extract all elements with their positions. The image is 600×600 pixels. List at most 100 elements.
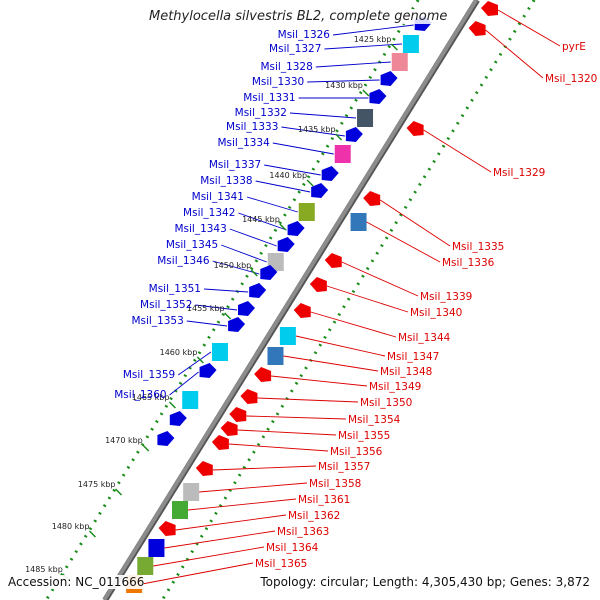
reverse-gene-label[interactable]: Msil_1320 <box>545 73 597 85</box>
reverse-gene-label[interactable]: Msil_1336 <box>442 257 495 269</box>
reverse-gene-label[interactable]: Msil_1355 <box>338 430 390 442</box>
forward-gene-block[interactable] <box>357 109 374 127</box>
reverse-gene-label[interactable]: Msil_1365 <box>255 558 307 570</box>
reverse-gene-arrow[interactable] <box>406 121 424 136</box>
forward-gene-label[interactable]: Msil_1333 <box>226 121 278 133</box>
forward-gene-label[interactable]: Msil_1332 <box>235 107 287 119</box>
reverse-gene-arrow[interactable] <box>309 277 327 292</box>
forward-gene-label[interactable]: Msil_1345 <box>166 239 218 251</box>
reverse-gene-label[interactable]: Msil_1349 <box>369 381 421 393</box>
forward-gene-arrow[interactable] <box>228 317 246 332</box>
genes-label: Genes: <box>509 575 552 589</box>
forward-gene-label[interactable]: Msil_1331 <box>243 92 295 104</box>
reverse-gene-label[interactable]: Msil_1362 <box>288 510 340 522</box>
reverse-leader-line <box>237 429 337 436</box>
forward-gene-arrow[interactable] <box>369 89 387 104</box>
forward-gene-label[interactable]: Msil_1338 <box>200 175 252 187</box>
tick-label: 1450 kbp <box>214 261 252 270</box>
reverse-gene-arrow[interactable] <box>481 1 498 16</box>
reverse-gene-label[interactable]: Msil_1340 <box>410 307 462 319</box>
forward-gene-arrow[interactable] <box>277 237 295 252</box>
reverse-gene-label[interactable]: Msil_1350 <box>360 397 412 409</box>
forward-gene-arrow[interactable] <box>249 283 267 298</box>
forward-gene-arrow[interactable] <box>169 411 187 426</box>
reverse-gene-label[interactable]: Msil_1344 <box>398 332 451 344</box>
forward-gene-arrow[interactable] <box>380 71 398 86</box>
reverse-gene-arrow[interactable] <box>229 407 247 422</box>
reverse-leader-line <box>379 199 451 247</box>
reverse-gene-block[interactable] <box>350 213 367 231</box>
reverse-gene-arrow[interactable] <box>363 191 381 206</box>
tick-mark <box>88 530 96 538</box>
tick-mark <box>250 269 258 277</box>
forward-gene-block[interactable] <box>334 145 351 163</box>
forward-gene-label[interactable]: Msil_1326 <box>278 29 331 41</box>
forward-gene-label[interactable]: Msil_1353 <box>131 315 183 327</box>
reverse-gene-label[interactable]: Msil_1363 <box>277 526 329 538</box>
reverse-gene-label[interactable]: Msil_1329 <box>493 167 545 179</box>
forward-gene-block[interactable] <box>182 391 199 409</box>
reverse-gene-label[interactable]: Msil_1364 <box>266 542 319 554</box>
forward-gene-label[interactable]: Msil_1360 <box>114 389 166 401</box>
reverse-gene-label[interactable]: Msil_1339 <box>420 291 472 303</box>
tick-mark <box>279 223 287 231</box>
forward-gene-arrow[interactable] <box>287 221 305 236</box>
reverse-gene-label[interactable]: Msil_1335 <box>452 241 504 253</box>
reverse-gene-label[interactable]: Msil_1357 <box>318 461 370 473</box>
reverse-gene-arrow[interactable] <box>324 253 342 268</box>
reverse-gene-block[interactable] <box>148 539 165 557</box>
forward-gene-block[interactable] <box>298 203 315 221</box>
reverse-gene-block[interactable] <box>267 347 284 365</box>
reverse-gene-label[interactable]: Msil_1347 <box>387 351 439 363</box>
reverse-gene-arrow[interactable] <box>468 21 486 36</box>
forward-gene-label[interactable]: Msil_1346 <box>157 255 210 267</box>
reverse-gene-arrow[interactable] <box>240 389 258 404</box>
forward-gene-arrow[interactable] <box>238 301 255 316</box>
forward-gene-block[interactable] <box>391 53 408 71</box>
reverse-gene-label[interactable]: pyrE <box>562 41 586 53</box>
forward-leader-line <box>186 320 228 327</box>
length-label: Length: <box>372 575 419 589</box>
forward-gene-arrow[interactable] <box>157 431 175 446</box>
forward-gene-label[interactable]: Msil_1352 <box>140 299 192 311</box>
tick-mark <box>362 89 370 97</box>
forward-gene-arrow[interactable] <box>321 166 339 181</box>
reverse-gene-label[interactable]: Msil_1348 <box>380 366 432 378</box>
forward-gene-label[interactable]: Msil_1351 <box>149 283 201 295</box>
reverse-gene-block[interactable] <box>183 483 200 501</box>
forward-gene-label[interactable]: Msil_1343 <box>174 223 226 235</box>
reverse-gene-label[interactable]: Msil_1354 <box>348 414 401 426</box>
forward-gene-block[interactable] <box>402 35 419 53</box>
forward-leader-line <box>177 351 212 376</box>
reverse-leader-line <box>228 443 329 452</box>
map-title: Methylocella silvestris BL2, complete ge… <box>146 9 451 24</box>
accession-value: NC_011666 <box>75 575 145 589</box>
forward-gene-arrow[interactable] <box>311 183 329 198</box>
forward-gene-arrow[interactable] <box>199 363 217 378</box>
forward-gene-label[interactable]: Msil_1330 <box>252 76 304 88</box>
forward-gene-label[interactable]: Msil_1327 <box>269 43 321 55</box>
forward-gene-arrow[interactable] <box>260 265 278 280</box>
reverse-gene-arrow[interactable] <box>293 303 311 318</box>
tick-label: 1435 kbp <box>298 125 336 134</box>
reverse-gene-label[interactable]: Msil_1358 <box>309 478 361 490</box>
forward-gene-label[interactable]: Msil_1328 <box>260 61 312 73</box>
forward-gene-arrow[interactable] <box>345 127 363 142</box>
reverse-gene-arrow[interactable] <box>254 367 272 382</box>
forward-gene-label[interactable]: Msil_1337 <box>209 159 261 171</box>
reverse-gene-arrow[interactable] <box>195 461 213 476</box>
reverse-gene-label[interactable]: Msil_1356 <box>330 446 383 458</box>
reverse-gene-arrow[interactable] <box>211 435 229 450</box>
gene-labels[interactable]: Msil_1326 Msil_1327 Msil_1328 Msil_1330 Msil… <box>114 29 597 570</box>
reverse-gene-block[interactable] <box>172 501 188 519</box>
forward-gene-label[interactable]: Msil_1341 <box>192 191 244 203</box>
reverse-gene-arrow[interactable] <box>220 421 238 436</box>
forward-gene-label[interactable]: Msil_1334 <box>217 137 270 149</box>
reverse-gene-block[interactable] <box>279 327 296 345</box>
reverse-gene-arrow[interactable] <box>158 521 176 536</box>
forward-gene-label[interactable]: Msil_1359 <box>123 369 175 381</box>
forward-gene-block[interactable] <box>211 343 228 361</box>
reverse-gene-block[interactable] <box>137 557 154 575</box>
forward-gene-label[interactable]: Msil_1342 <box>183 207 235 219</box>
reverse-gene-label[interactable]: Msil_1361 <box>298 494 350 506</box>
